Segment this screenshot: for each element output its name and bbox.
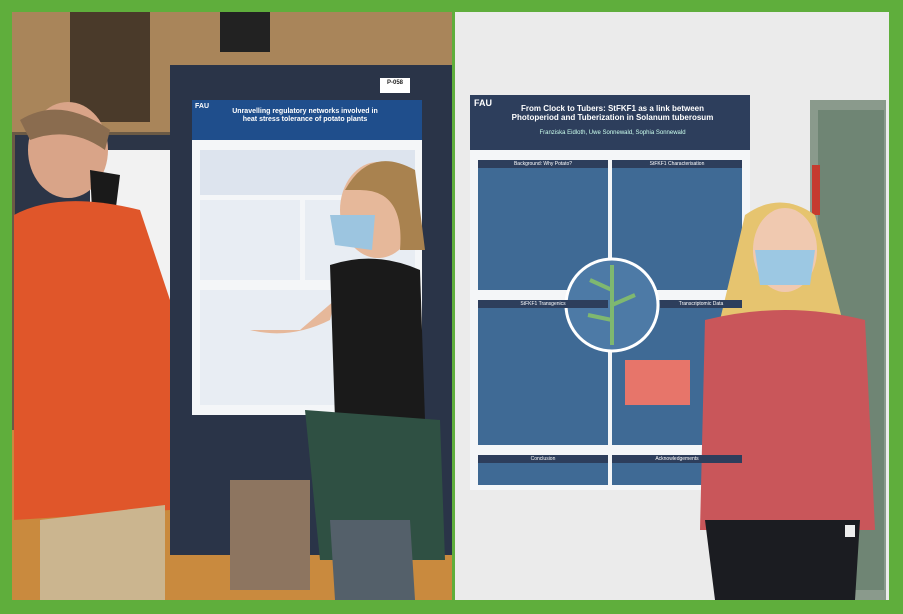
- door-handle: [812, 165, 820, 215]
- plaid-shirt: [700, 310, 875, 530]
- poster-org: FAU: [474, 98, 492, 108]
- trousers: [705, 520, 860, 600]
- mask: [755, 250, 815, 285]
- jeans: [330, 520, 415, 600]
- poster-header: [192, 100, 422, 140]
- poster-title: Unravelling regulatory networks involved…: [232, 108, 378, 124]
- poster-authors: Franziska Eidloth, Uwe Sonnewald, Sophia…: [539, 130, 686, 136]
- poster-header: [470, 95, 750, 150]
- plant: [587, 265, 636, 345]
- section-title: Acknowledgements: [612, 455, 742, 463]
- poster-org: FAU: [195, 103, 209, 110]
- heatmap: [625, 360, 690, 405]
- section-title: Background: Why Potato?: [478, 160, 608, 168]
- speaker: [220, 12, 270, 52]
- shirt: [14, 201, 170, 520]
- section-title: StFKF1 Transgenics: [478, 300, 608, 308]
- hair: [20, 109, 110, 150]
- label-card: [380, 78, 410, 93]
- section-title: StFKF1 Characterisation: [612, 160, 742, 168]
- poster-block: [200, 200, 300, 280]
- poster-title: From Clock to Tubers: StFKF1 as a link b…: [511, 104, 714, 123]
- arm: [250, 300, 335, 334]
- section-title: Transcriptomic Data: [660, 300, 742, 308]
- top: [330, 258, 425, 420]
- mask: [330, 215, 375, 250]
- label-text: P-058: [386, 80, 403, 86]
- organ-pipes: [70, 12, 150, 122]
- watch: [845, 525, 855, 537]
- hair: [345, 161, 425, 250]
- trousers: [40, 505, 165, 600]
- bag: [230, 480, 310, 590]
- section-title: Conclusion: [478, 455, 608, 463]
